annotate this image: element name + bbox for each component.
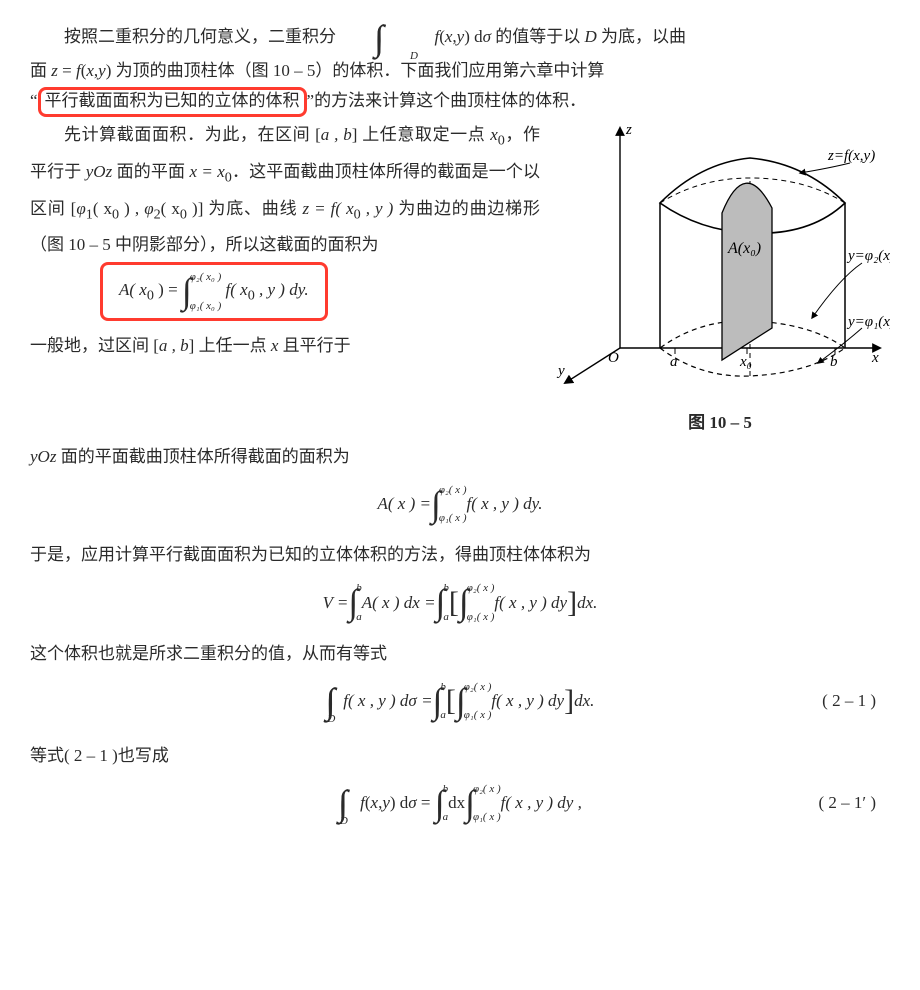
yphi2-label: y=φ₂(x) xyxy=(846,248,890,264)
equation-Ax: A( x ) = ∫ φ₂( x )φ₁( x ) f( x , y ) dy. xyxy=(30,484,890,524)
para-1: 按照二重积分的几何意义，二重积分 ∫∫ D f(x,y) dσ 的值等于以 D … xyxy=(30,20,890,54)
para-7: 这个体积也就是所求二重积分的值，从而有等式 xyxy=(30,637,890,671)
text: 按照二重积分的几何意义，二重积分 xyxy=(64,27,340,46)
b-label: b xyxy=(830,354,838,370)
figure-10-5: z y x O a x₀ b z=f(x,y) A(x₀) y=φ₂(x) y=… xyxy=(550,118,890,440)
figure-caption: 图 10 – 5 xyxy=(550,406,890,440)
highlight-equation-1: A( x0 ) = ∫ φ₂( x₀ )φ₁( x₀ ) f( x0 , y )… xyxy=(30,262,540,320)
double-integral: ∫∫ D xyxy=(340,22,426,54)
axis-y-label: y xyxy=(556,363,565,379)
zfxy-label: z=f(x,y) xyxy=(827,148,875,164)
x0-label: x₀ xyxy=(739,354,752,370)
para-3: 先计算截面面积．为此，在区间 [a , b] 上任意取定一点 x0，作平行于 y… xyxy=(30,118,540,262)
column-text: 先计算截面面积．为此，在区间 [a , b] 上任意取定一点 x0，作平行于 y… xyxy=(30,118,540,440)
integrand: f xyxy=(430,27,439,46)
equation-number-2-1p: ( 2 – 1′ ) xyxy=(818,786,876,820)
equation-V: V = ∫ ba A( x ) dx = ∫ ba [ ∫ φ₂( x )φ₁(… xyxy=(30,582,890,622)
text: 为顶的曲顶柱体（图 10 – 5）的体积．下面我们应用第六章中计算 xyxy=(116,61,605,80)
para-5: yOz 面的平面截曲顶柱体所得截面的面积为 xyxy=(30,440,890,474)
D: D xyxy=(585,27,597,46)
text: 面 xyxy=(30,61,51,80)
text: 的值等于以 xyxy=(495,27,584,46)
highlight-phrase-1: 平行截面面积为已知的立体的体积 xyxy=(38,87,307,116)
yphi1-label: y=φ₁(x) xyxy=(846,314,890,330)
origin-label: O xyxy=(608,350,619,366)
equation-number-2-1: ( 2 – 1 ) xyxy=(822,684,876,718)
z-eq: z xyxy=(51,61,62,80)
figure-svg: z y x O a x₀ b z=f(x,y) A(x₀) y=φ₂(x) y=… xyxy=(550,118,890,388)
axis-z-label: z xyxy=(625,122,632,138)
text: 的方法来计算这个曲顶柱体的体积． xyxy=(314,91,586,110)
para-2: 面 z = f(x,y) 为顶的曲顶柱体（图 10 – 5）的体积．下面我们应用… xyxy=(30,54,890,88)
text: 为底，以曲 xyxy=(601,27,686,46)
Ax0-label: A(x₀) xyxy=(727,240,761,257)
para-4: 一般地，过区间 [a , b] 上任一点 x 且平行于 xyxy=(30,329,540,363)
para-2b: “平行截面面积为已知的立体的体积”的方法来计算这个曲顶柱体的体积． xyxy=(30,84,890,118)
a-label: a xyxy=(670,354,678,370)
two-column-region: 先计算截面面积．为此，在区间 [a , b] 上任意取定一点 x0，作平行于 y… xyxy=(30,118,890,440)
axis-x-label: x xyxy=(871,350,879,366)
para-6: 于是，应用计算平行截面面积为已知的立体体积的方法，得曲顶柱体体积为 xyxy=(30,538,890,572)
text: 先计算截面面积．为此，在区间 [ xyxy=(64,125,321,144)
equation-2-1-prime: ∫∫D f(x,y) dσ = ∫ ba dx ∫ φ₂( x )φ₁( x )… xyxy=(30,783,890,823)
para-8: 等式( 2 – 1 )也写成 xyxy=(30,739,890,773)
equation-2-1: ∫∫D f( x , y ) dσ = ∫ ba [ ∫ φ₂( x )φ₁( … xyxy=(30,681,890,721)
